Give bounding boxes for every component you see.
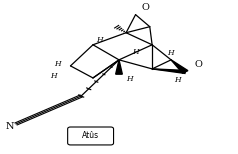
Text: H: H bbox=[126, 75, 133, 83]
Polygon shape bbox=[116, 60, 122, 74]
Text: H: H bbox=[175, 76, 181, 84]
Text: O: O bbox=[141, 3, 149, 12]
Text: H: H bbox=[168, 49, 174, 57]
Text: O: O bbox=[194, 60, 202, 69]
FancyBboxPatch shape bbox=[68, 127, 114, 145]
Text: Atûs: Atûs bbox=[82, 132, 99, 140]
Text: H: H bbox=[132, 48, 139, 56]
Polygon shape bbox=[171, 60, 188, 73]
Polygon shape bbox=[152, 69, 186, 73]
Text: H: H bbox=[96, 36, 102, 44]
Text: N: N bbox=[5, 122, 14, 131]
Text: H: H bbox=[55, 60, 61, 68]
Text: H: H bbox=[50, 72, 57, 80]
